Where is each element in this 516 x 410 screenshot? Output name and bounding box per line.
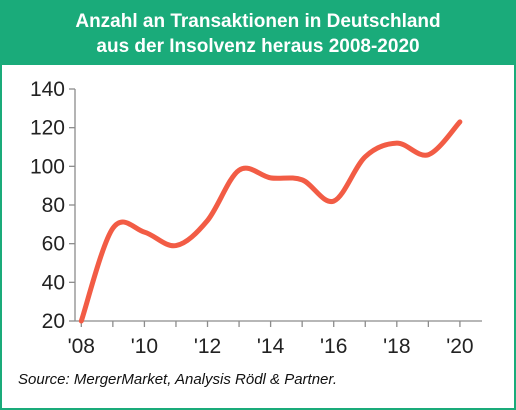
source-note: Source: MergerMarket, Analysis Rödl & Pa… bbox=[18, 371, 338, 388]
y-tick-label: 100 bbox=[30, 155, 65, 178]
y-tick-label: 60 bbox=[42, 233, 65, 256]
x-axis-ticks: '08 '10 '12 '14 '16 '18 '20 bbox=[68, 321, 474, 358]
chart-title-line2: aus der Insolvenz heraus 2008-2020 bbox=[96, 35, 420, 57]
axes bbox=[74, 89, 482, 322]
x-tick-label: '12 bbox=[194, 335, 221, 358]
series-line bbox=[78, 119, 463, 324]
x-tick-label: '10 bbox=[131, 335, 158, 358]
y-tick-label: 40 bbox=[42, 271, 65, 294]
chart-title-line1: Anzahl an Transaktionen in Deutschland bbox=[75, 10, 441, 32]
y-tick-label: 140 bbox=[30, 78, 65, 101]
y-tick-label: 120 bbox=[30, 117, 65, 140]
y-tick-label: 20 bbox=[42, 310, 65, 333]
chart-title: Anzahl an Transaktionen in Deutschland a… bbox=[2, 2, 514, 65]
x-tick-label: '16 bbox=[320, 335, 347, 358]
x-tick-label: '18 bbox=[383, 335, 410, 358]
y-tick-label: 80 bbox=[42, 194, 65, 217]
x-tick-label: '20 bbox=[446, 335, 473, 358]
series bbox=[78, 119, 463, 324]
line-chart: 20 40 60 80 100 120 140 '08 '10 '12 '14 '16 '18 '20 bbox=[30, 78, 482, 358]
x-tick-label: '14 bbox=[257, 335, 285, 358]
x-tick-label: '08 bbox=[68, 335, 95, 358]
y-axis-ticks: 20 40 60 80 100 120 140 bbox=[30, 78, 75, 333]
